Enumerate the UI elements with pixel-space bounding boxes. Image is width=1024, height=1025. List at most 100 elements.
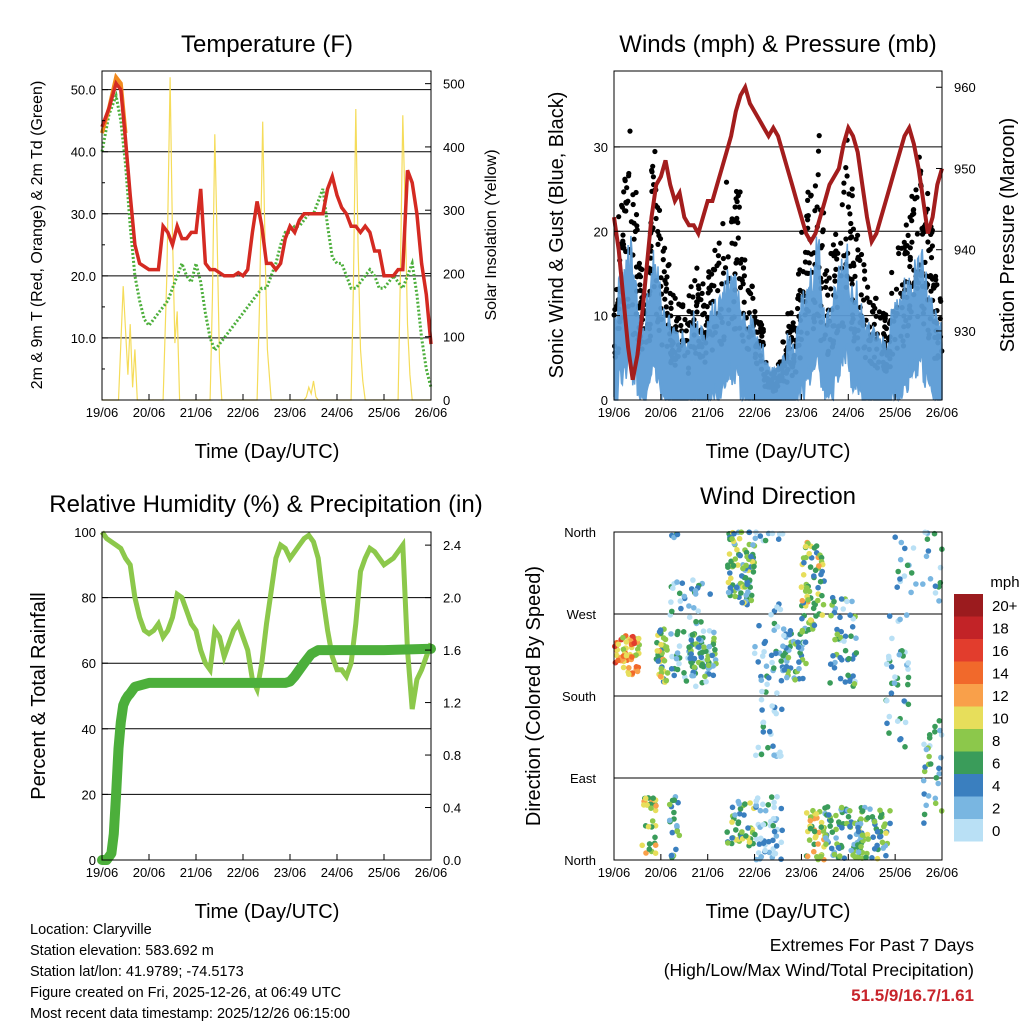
gust-point (896, 250, 902, 257)
y2-tick-label: 0 (443, 393, 450, 408)
gust-point (828, 286, 834, 292)
direction-point (646, 846, 653, 852)
gust-point (905, 232, 911, 238)
direction-point (645, 823, 652, 830)
direction-point (792, 677, 798, 683)
direction-point (823, 841, 829, 847)
direction-point (816, 829, 822, 836)
direction-point (778, 839, 785, 846)
humidity-precip-ylabel: Percent & Total Rainfall (28, 592, 50, 800)
direction-point (936, 771, 942, 777)
gust-point (843, 236, 849, 242)
elevation-text: Station elevation: 583.692 m (30, 943, 214, 959)
direction-point (819, 612, 826, 618)
gust-point (909, 239, 915, 245)
direction-point (834, 631, 841, 638)
direction-point (620, 664, 627, 671)
direction-point (615, 657, 621, 664)
direction-point (848, 847, 854, 854)
gust-point (729, 216, 735, 222)
direction-point (680, 629, 687, 635)
colorbar-swatch (954, 796, 983, 819)
direction-point (748, 597, 755, 604)
direction-point (743, 549, 750, 556)
direction-point (738, 590, 744, 596)
gust-point (716, 240, 722, 246)
direction-point (855, 849, 862, 855)
direction-point (771, 851, 777, 857)
x-tick-label: 26/06 (926, 405, 959, 420)
direction-point (777, 749, 783, 755)
direction-point (835, 844, 842, 851)
y-tick-label: 40 (82, 722, 96, 737)
direction-point (751, 650, 758, 657)
direction-point (769, 659, 775, 666)
temperature-series (100, 72, 433, 401)
direction-point (883, 830, 889, 836)
y-tick-label: 10 (594, 309, 608, 324)
gust-point (869, 309, 876, 315)
direction-point (921, 741, 927, 748)
temperature-ylabel: 2m & 9m T (Red, Orange) & 2m Td (Green) (29, 81, 46, 390)
y-tick-label: North (564, 525, 596, 540)
x-tick-label: 24/06 (832, 405, 865, 420)
direction-point (756, 622, 762, 629)
direction-point (881, 823, 887, 830)
direction-point (935, 780, 941, 787)
gust-point (857, 257, 863, 263)
direction-point (674, 828, 680, 835)
direction-point (679, 580, 686, 586)
direction-point (901, 698, 907, 704)
gust-point (715, 253, 722, 259)
direction-point (732, 556, 739, 562)
gust-point (847, 211, 853, 217)
direction-point (683, 678, 690, 684)
x-tick-label: 25/06 (368, 865, 401, 880)
direction-point (838, 804, 845, 811)
direction-point (691, 664, 698, 671)
direction-point (877, 807, 883, 814)
direction-point (824, 804, 831, 810)
direction-point (815, 841, 821, 847)
colorbar-label: 2 (992, 801, 1000, 818)
direction-point (771, 627, 777, 633)
y-tick-label: 30.0 (71, 207, 96, 222)
x-tick-label: 23/06 (274, 865, 307, 880)
direction-point (920, 777, 927, 784)
gust-point (911, 211, 917, 217)
gust-point (845, 204, 852, 210)
gust-point (799, 229, 805, 235)
direction-point (744, 581, 750, 588)
direction-point (646, 841, 653, 847)
gust-point (735, 220, 741, 226)
direction-point (724, 829, 730, 835)
direction-point (668, 852, 675, 859)
gust-point (841, 189, 847, 195)
gust-point (653, 215, 659, 222)
direction-point (903, 612, 910, 618)
direction-point (837, 614, 843, 621)
direction-point (887, 820, 893, 827)
direction-point (784, 674, 790, 681)
direction-point (802, 639, 809, 645)
direction-point (760, 840, 767, 846)
direction-point (706, 671, 712, 677)
direction-point (905, 681, 911, 688)
direction-point (687, 655, 693, 662)
direction-point (690, 577, 696, 583)
gust-point (926, 247, 932, 254)
direction-point (870, 834, 876, 840)
y2-tick-label: 2.4 (443, 538, 461, 553)
colorbar-swatch (954, 684, 983, 707)
gust-point (723, 179, 730, 185)
direction-point (643, 850, 649, 856)
direction-point (674, 631, 680, 638)
y-tick-label: 20 (594, 224, 608, 239)
gust-point (848, 220, 854, 227)
gust-point (739, 276, 745, 282)
gust-point (720, 270, 727, 276)
direction-point (876, 834, 883, 840)
gust-point (806, 260, 812, 266)
y2-tick-label: 0.8 (443, 748, 461, 763)
direction-point (800, 572, 807, 578)
